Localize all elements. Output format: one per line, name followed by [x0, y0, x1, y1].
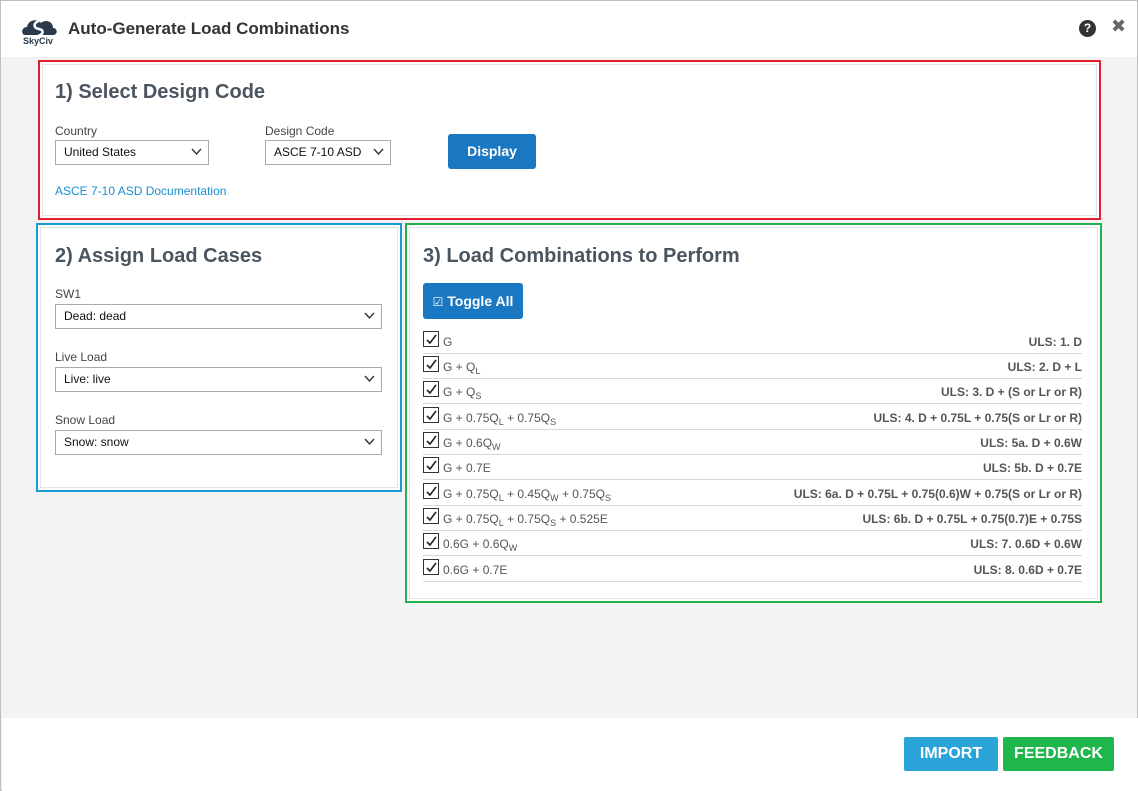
combination-row: 0.6G + 0.6QW ULS: 7. 0.6D + 0.6W: [423, 531, 1082, 556]
chevron-down-icon: [191, 141, 202, 156]
checkmark-icon: [426, 384, 437, 395]
combination-label: G + 0.75QL + 0.75QS: [443, 411, 557, 427]
close-icon[interactable]: ✖: [1111, 16, 1127, 36]
combination-checkbox[interactable]: [423, 331, 439, 347]
combination-row: 0.6G + 0.7E ULS: 8. 0.6D + 0.7E: [423, 557, 1082, 582]
combination-row: G + 0.75QL + 0.75QS + 0.525E ULS: 6b. D +…: [423, 506, 1082, 531]
combination-label: G + 0.6QW: [443, 436, 501, 452]
country-value: United States: [64, 145, 137, 159]
checkmark-icon: [426, 435, 437, 446]
combination-uls: ULS: 2. D + L: [1007, 360, 1082, 374]
toggle-all-label: Toggle All: [447, 293, 514, 309]
combination-checkbox[interactable]: [423, 508, 439, 524]
combination-row: G + QL ULS: 2. D + L: [423, 354, 1082, 379]
combination-checkbox[interactable]: [423, 483, 439, 499]
dialog-title: Auto-Generate Load Combinations: [68, 19, 350, 38]
combination-uls: ULS: 5b. D + 0.7E: [982, 461, 1082, 475]
combination-label: G + 0.75QL + 0.75QS + 0.525E: [443, 512, 608, 528]
combination-checkbox[interactable]: [423, 381, 439, 397]
country-label: Country: [55, 124, 98, 138]
combination-label: G + QS: [443, 385, 482, 401]
combination-checkbox[interactable]: [423, 533, 439, 549]
import-button[interactable]: IMPORT: [904, 737, 998, 771]
feedback-button[interactable]: FEEDBACK: [1003, 737, 1114, 771]
combination-checkbox[interactable]: [423, 457, 439, 473]
documentation-link[interactable]: ASCE 7-10 ASD Documentation: [55, 184, 227, 198]
logo-text: SkyCiv: [23, 36, 54, 46]
combination-uls: ULS: 6a. D + 0.75L + 0.75(0.6)W + 0.75(S…: [793, 487, 1082, 501]
combination-label: 0.6G + 0.7E: [443, 563, 508, 577]
snow-load-label: Snow Load: [55, 413, 116, 427]
live-load-label: Live Load: [55, 350, 108, 364]
combination-row: G + 0.75QL + 0.45QW + 0.75QS ULS: 6a. D +…: [423, 481, 1082, 506]
chevron-down-icon: [373, 141, 384, 156]
design-code-value: ASCE 7-10 ASD: [274, 145, 362, 159]
combination-uls: ULS: 6b. D + 0.75L + 0.75(0.7)E + 0.75S: [862, 512, 1082, 526]
checkmark-icon: [426, 486, 437, 497]
combination-label: G + 0.75QL + 0.45QW + 0.75QS: [443, 487, 611, 503]
combination-checkbox[interactable]: [423, 559, 439, 575]
combination-row: G + 0.75QL + 0.75QS ULS: 4. D + 0.75L + 0…: [423, 405, 1082, 430]
chevron-down-icon: [364, 305, 375, 320]
snow-load-value: Snow: snow: [64, 435, 129, 449]
country-select[interactable]: United States: [55, 140, 209, 165]
sw1-label: SW1: [55, 287, 82, 301]
combination-uls: ULS: 7. 0.6D + 0.6W: [970, 537, 1082, 551]
checkmark-icon: [426, 460, 437, 471]
combination-uls: ULS: 1. D: [1028, 335, 1082, 349]
combination-checkbox[interactable]: [423, 407, 439, 423]
combination-row: G ULS: 1. D: [423, 329, 1082, 354]
combination-label: G: [443, 335, 453, 349]
combination-row: G + 0.6QW ULS: 5a. D + 0.6W: [423, 430, 1082, 455]
chevron-down-icon: [364, 431, 375, 446]
design-code-label: Design Code: [265, 124, 335, 138]
combination-checkbox[interactable]: [423, 356, 439, 372]
question-circle-icon[interactable]: ?: [1079, 20, 1096, 37]
checkbox-icon: ☑: [432, 295, 444, 309]
combination-uls: ULS: 3. D + (S or Lr or R): [940, 385, 1082, 399]
checkmark-icon: [426, 334, 437, 345]
checkmark-icon: [426, 359, 437, 370]
snow-load-select[interactable]: Snow: snow: [55, 430, 382, 455]
combination-label: G + 0.7E: [443, 461, 491, 475]
design-code-select[interactable]: ASCE 7-10 ASD: [265, 140, 391, 165]
title-bar: SkyCiv Auto-Generate Load Combinations ?…: [1, 1, 1137, 57]
skyciv-logo-icon: [22, 19, 57, 38]
section3-title: 3) Load Combinations to Perform: [423, 245, 740, 267]
chevron-down-icon: [364, 368, 375, 383]
combination-uls: ULS: 8. 0.6D + 0.7E: [973, 563, 1082, 577]
combination-row: G + QS ULS: 3. D + (S or Lr or R): [423, 379, 1082, 404]
combination-uls: ULS: 4. D + 0.75L + 0.75(S or Lr or R): [873, 411, 1082, 425]
combination-label: 0.6G + 0.6QW: [443, 537, 518, 553]
live-load-value: Live: live: [64, 372, 111, 386]
combination-checkbox[interactable]: [423, 432, 439, 448]
display-button[interactable]: Display: [448, 134, 536, 169]
checkmark-icon: [426, 536, 437, 547]
live-load-select[interactable]: Live: live: [55, 367, 382, 392]
section2-title: 2) Assign Load Cases: [55, 245, 263, 267]
section-select-design-code: [38, 60, 1101, 220]
section1-title: 1) Select Design Code: [55, 81, 266, 103]
sw1-value: Dead: dead: [64, 309, 127, 323]
combination-row: G + 0.7E ULS: 5b. D + 0.7E: [423, 455, 1082, 480]
checkmark-icon: [426, 562, 437, 573]
checkmark-icon: [426, 511, 437, 522]
toggle-all-button[interactable]: ☑ Toggle All: [423, 283, 523, 319]
sw1-select[interactable]: Dead: dead: [55, 304, 382, 329]
checkmark-icon: [426, 410, 437, 421]
combination-uls: ULS: 5a. D + 0.6W: [980, 436, 1082, 450]
combination-label: G + QL: [443, 360, 481, 376]
